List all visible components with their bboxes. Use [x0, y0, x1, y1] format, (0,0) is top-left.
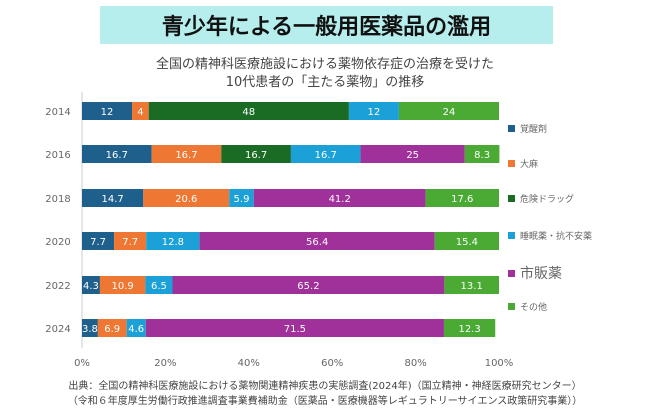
- y-tick-label: 2020: [45, 237, 70, 248]
- source-line2: （令和６年度厚生労働行政推進調査事業費補助金（医薬品・医療機器等レギュラトリーサ…: [67, 396, 583, 407]
- data-label: 5.9: [234, 194, 250, 205]
- legend-item: 睡眠薬・抗不安薬: [508, 229, 592, 242]
- legend-swatch: [508, 232, 515, 239]
- data-label: 12.3: [458, 324, 480, 335]
- bar-segment: [82, 145, 152, 163]
- data-label: 16.7: [106, 150, 128, 161]
- bar-segment: [199, 232, 435, 250]
- y-tick-label: 2016: [45, 150, 70, 161]
- data-label: 56.4: [306, 237, 328, 248]
- bar-segment: [143, 189, 230, 207]
- bar-segment: [253, 189, 426, 207]
- bar-segment: [464, 145, 500, 163]
- data-label: 48: [242, 107, 255, 118]
- bar-segment: [82, 189, 144, 207]
- y-tick-label: 2018: [45, 194, 70, 205]
- bar-segment: [290, 145, 361, 163]
- legend-label: 市販薬: [520, 266, 562, 282]
- legend-item: 市販薬: [508, 263, 562, 283]
- data-label: 16.7: [315, 150, 337, 161]
- legend-item: その他: [508, 300, 547, 313]
- bar-segment: [145, 319, 444, 337]
- bar-segment: [145, 276, 173, 294]
- chart-title: 青少年による一般用医薬品の濫用: [100, 6, 553, 44]
- bar-segment: [425, 189, 499, 207]
- legend-item: 覚醒剤: [508, 122, 547, 135]
- data-label: 12.8: [162, 237, 184, 248]
- bar-segment: [348, 102, 399, 120]
- bar-segment: [126, 319, 146, 337]
- bar-segment: [132, 102, 149, 120]
- legend-label: 睡眠薬・抗不安薬: [520, 232, 593, 242]
- legend-swatch: [508, 269, 515, 277]
- legend-label: 覚醒剤: [520, 125, 548, 135]
- x-tick-label: 100%: [485, 358, 514, 369]
- data-label: 6.5: [151, 281, 167, 292]
- data-label: 3.8: [82, 324, 98, 335]
- legend-label: 大麻: [520, 160, 539, 170]
- data-label: 13.1: [461, 281, 483, 292]
- legend-item: 危険ドラッグ: [508, 192, 574, 205]
- bar-segment: [172, 276, 445, 294]
- bar-segment: [434, 232, 499, 250]
- y-tick-label: 2024: [45, 324, 70, 335]
- data-label: 12: [101, 107, 114, 118]
- data-label: 16.7: [175, 150, 197, 161]
- bar-segment: [114, 232, 147, 250]
- legend-item: 大麻: [508, 157, 538, 170]
- data-label: 65.2: [297, 281, 319, 292]
- bar-segment: [146, 232, 200, 250]
- y-tick-label: 2022: [45, 281, 70, 292]
- legend-swatch: [508, 125, 515, 132]
- data-label: 12: [368, 107, 381, 118]
- legend-swatch: [508, 303, 515, 310]
- data-label: 8.3: [474, 150, 490, 161]
- bar-segment: [151, 145, 222, 163]
- data-label: 10.9: [112, 281, 134, 292]
- legend-label: 危険ドラッグ: [520, 195, 575, 205]
- x-tick-label: 20%: [154, 358, 176, 369]
- bar-segment: [82, 319, 98, 337]
- bar-segment: [82, 232, 115, 250]
- bar-segment: [360, 145, 465, 163]
- bar-segment: [398, 102, 499, 120]
- data-label: 7.7: [90, 237, 106, 248]
- legend-swatch: [508, 195, 515, 202]
- y-tick-label: 2014: [45, 107, 70, 118]
- data-label: 6.9: [104, 324, 120, 335]
- bar-segment: [229, 189, 254, 207]
- data-label: 4.3: [83, 281, 99, 292]
- bar-segment: [443, 319, 496, 337]
- data-label: 4.6: [128, 324, 144, 335]
- x-tick-label: 60%: [321, 358, 343, 369]
- data-label: 15.4: [456, 237, 478, 248]
- data-label: 14.7: [102, 194, 124, 205]
- legend-label: その他: [520, 303, 548, 313]
- data-label: 7.7: [122, 237, 138, 248]
- bar-segment: [82, 102, 133, 120]
- data-label: 16.7: [245, 150, 267, 161]
- legend-swatch: [508, 160, 515, 167]
- data-label: 4: [137, 107, 143, 118]
- bar-segment: [82, 276, 100, 294]
- x-tick-label: 40%: [238, 358, 260, 369]
- x-tick-label: 0%: [74, 358, 90, 369]
- data-label: 24: [443, 107, 456, 118]
- data-label: 25: [406, 150, 419, 161]
- chart-subtitle-line1: 全国の精神科医療施設における薬物依存症の治療を受けた: [155, 57, 494, 72]
- bar-segment: [148, 102, 349, 120]
- source-line1: 出典：全国の精神科医療施設における薬物関連精神疾患の実態調査(2024年)（国立…: [68, 381, 582, 392]
- bar-segment: [221, 145, 291, 163]
- bar-segment: [444, 276, 499, 294]
- data-label: 20.6: [175, 194, 197, 205]
- chart-subtitle-line2: 10代患者の「主たる薬物」の推移: [225, 75, 425, 90]
- data-label: 17.6: [451, 194, 473, 205]
- x-tick-label: 80%: [404, 358, 426, 369]
- bar-segment: [99, 276, 146, 294]
- bar-segment: [97, 319, 127, 337]
- data-label: 71.5: [284, 324, 306, 335]
- data-label: 41.2: [329, 194, 351, 205]
